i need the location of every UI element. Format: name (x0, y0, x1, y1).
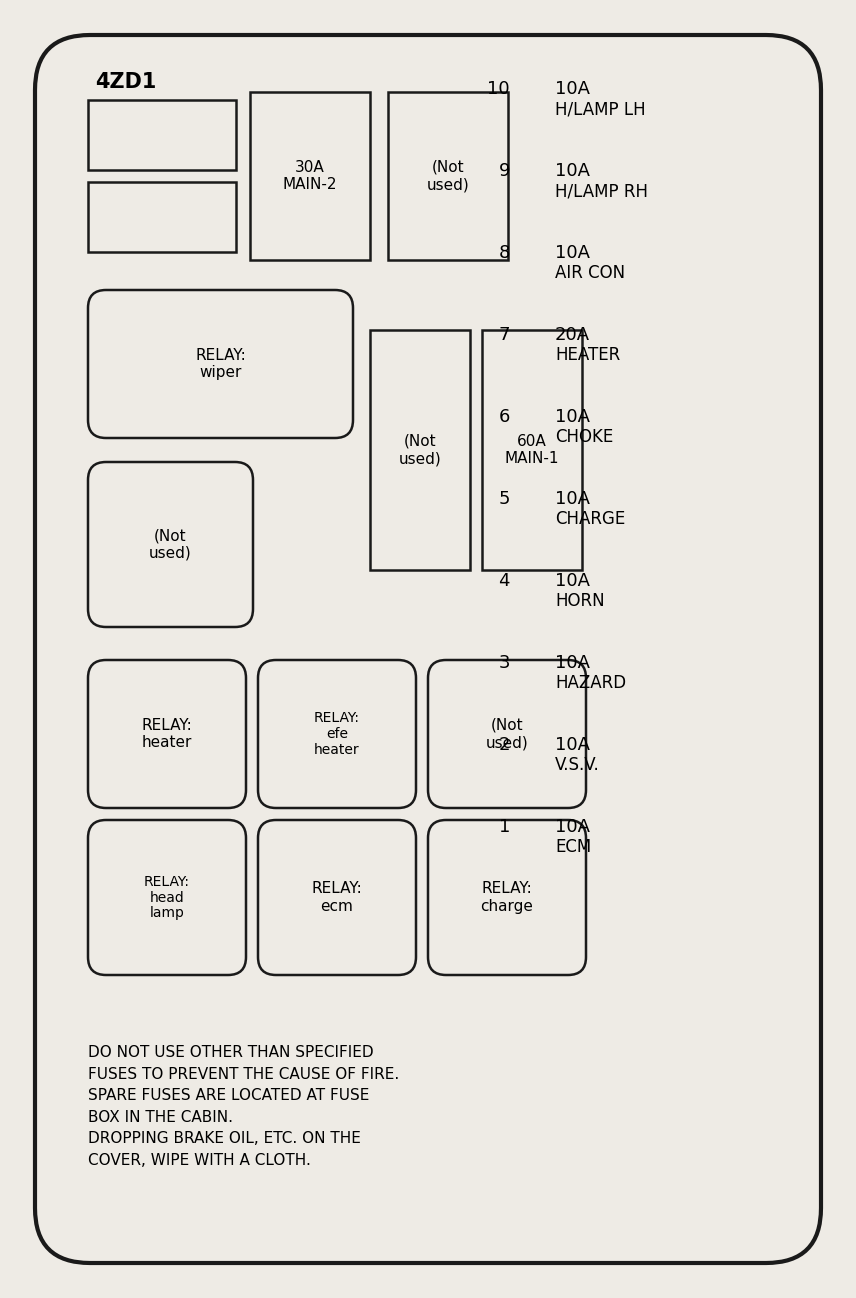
Text: 10A: 10A (555, 654, 590, 672)
Text: lamp: lamp (150, 906, 184, 920)
Bar (250, 92, 370, 260)
Text: RELAY:: RELAY: (141, 718, 193, 733)
Text: HORN: HORN (555, 592, 604, 610)
Text: HAZARD: HAZARD (555, 674, 626, 692)
Text: heater: heater (314, 742, 360, 757)
Text: 10A: 10A (555, 491, 590, 508)
Text: 10A: 10A (555, 244, 590, 262)
Text: 10A: 10A (555, 80, 590, 99)
Bar (370, 330, 470, 570)
FancyBboxPatch shape (88, 820, 246, 975)
Text: RELAY:: RELAY: (144, 875, 190, 889)
Text: efe: efe (326, 727, 348, 741)
Text: (Not: (Not (431, 160, 464, 175)
FancyBboxPatch shape (35, 35, 821, 1263)
FancyBboxPatch shape (258, 659, 416, 807)
Text: DO NOT USE OTHER THAN SPECIFIED
FUSES TO PREVENT THE CAUSE OF FIRE.
SPARE FUSES : DO NOT USE OTHER THAN SPECIFIED FUSES TO… (88, 1045, 399, 1168)
FancyBboxPatch shape (88, 659, 246, 807)
Text: H/LAMP RH: H/LAMP RH (555, 182, 648, 200)
Text: used): used) (399, 450, 442, 466)
Bar (388, 92, 508, 260)
Text: RELAY:: RELAY: (312, 881, 362, 897)
FancyBboxPatch shape (428, 820, 586, 975)
Text: 10A: 10A (555, 736, 590, 754)
Text: HEATER: HEATER (555, 347, 621, 363)
Text: MAIN-1: MAIN-1 (505, 450, 559, 466)
Bar (88, 182, 236, 252)
Text: heater: heater (142, 735, 193, 750)
Text: CHOKE: CHOKE (555, 428, 613, 447)
FancyBboxPatch shape (88, 289, 353, 437)
Text: (Not: (Not (490, 718, 523, 733)
Text: head: head (150, 890, 184, 905)
Text: H/LAMP LH: H/LAMP LH (555, 100, 645, 118)
Text: 10A: 10A (555, 572, 590, 591)
FancyBboxPatch shape (428, 659, 586, 807)
Text: 20A: 20A (555, 326, 590, 344)
Text: used): used) (426, 177, 469, 192)
Text: 10: 10 (487, 80, 510, 99)
Text: 10A: 10A (555, 818, 590, 836)
Text: 8: 8 (499, 244, 510, 262)
Text: 9: 9 (498, 162, 510, 180)
Text: ECM: ECM (555, 839, 591, 855)
Text: used): used) (149, 545, 192, 561)
Text: (Not: (Not (404, 434, 437, 449)
Text: 1: 1 (499, 818, 510, 836)
Text: wiper: wiper (199, 365, 241, 380)
Text: 6: 6 (499, 408, 510, 426)
Text: 30A: 30A (295, 160, 325, 175)
Text: 3: 3 (498, 654, 510, 672)
Text: 2: 2 (498, 736, 510, 754)
Text: CHARGE: CHARGE (555, 510, 625, 528)
Text: 4ZD1: 4ZD1 (95, 71, 157, 92)
FancyBboxPatch shape (88, 462, 253, 627)
Text: 60A: 60A (517, 434, 547, 449)
Text: RELAY:: RELAY: (314, 711, 360, 726)
Text: 10A: 10A (555, 162, 590, 180)
FancyBboxPatch shape (258, 820, 416, 975)
Text: used): used) (485, 735, 528, 750)
Bar (482, 330, 582, 570)
Text: ecm: ecm (320, 898, 354, 914)
Text: charge: charge (480, 898, 533, 914)
Text: AIR CON: AIR CON (555, 263, 625, 282)
Text: RELAY:: RELAY: (482, 881, 532, 897)
Text: V.S.V.: V.S.V. (555, 755, 600, 774)
Text: 7: 7 (498, 326, 510, 344)
Bar (88, 100, 236, 170)
Text: MAIN-2: MAIN-2 (282, 177, 337, 192)
Text: (Not: (Not (154, 528, 187, 544)
Text: 5: 5 (498, 491, 510, 508)
Text: 4: 4 (498, 572, 510, 591)
Text: RELAY:: RELAY: (195, 348, 246, 363)
Text: 10A: 10A (555, 408, 590, 426)
